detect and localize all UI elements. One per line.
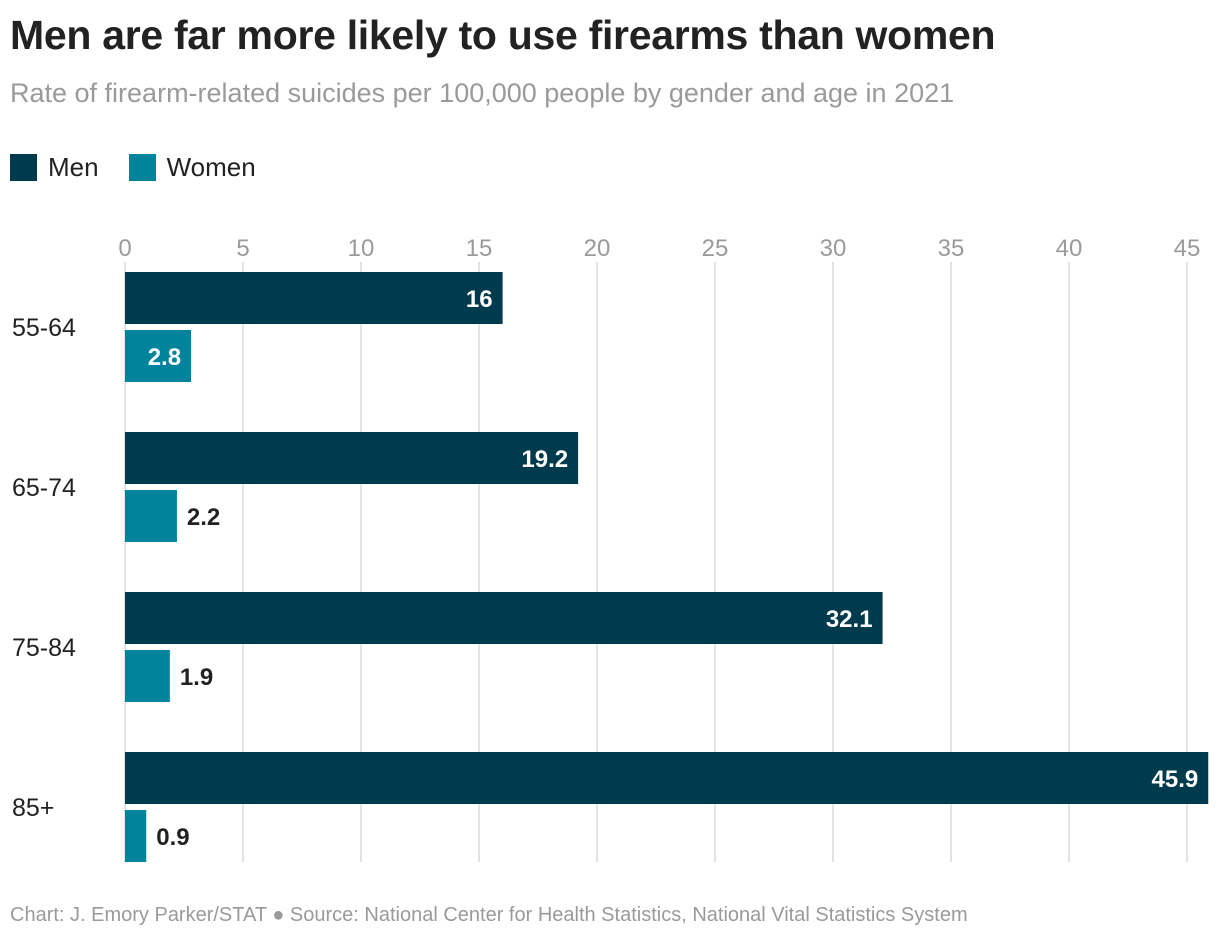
data-label: 45.9: [1152, 766, 1199, 793]
bar-women: [125, 810, 147, 862]
x-tick-label: 5: [236, 235, 249, 262]
bar-women: [125, 330, 192, 382]
x-tick-label: 40: [1056, 235, 1083, 262]
data-label: 16: [466, 286, 493, 313]
legend-item-men: Men: [10, 152, 99, 183]
bar-women: [125, 650, 170, 702]
category-label: 75-84: [12, 634, 76, 662]
data-label: 2.2: [187, 504, 220, 531]
category-label: 65-74: [12, 474, 76, 502]
bar-men: [125, 432, 579, 484]
data-label: 0.9: [156, 824, 189, 851]
data-label: 2.8: [148, 344, 181, 371]
legend-label-women: Women: [166, 152, 256, 182]
x-tick-label: 0: [118, 235, 131, 262]
chart-title: Men are far more likely to use firearms …: [10, 12, 996, 58]
data-label: 1.9: [180, 664, 213, 691]
bar-men: [125, 592, 883, 644]
legend-item-women: Women: [128, 152, 256, 183]
legend-label-men: Men: [48, 152, 99, 182]
chart-subtitle: Rate of firearm-related suicides per 100…: [10, 78, 955, 108]
bar-men: [125, 272, 503, 324]
data-label: 19.2: [521, 446, 568, 473]
legend-swatch-men: [10, 154, 37, 181]
chart-source-credit: Chart: J. Emory Parker/STAT ● Source: Na…: [10, 904, 968, 926]
x-tick-label: 20: [584, 235, 611, 262]
bar-women: [125, 490, 177, 542]
category-label: 55-64: [12, 314, 76, 342]
x-tick-label: 45: [1174, 235, 1201, 262]
legend-swatch-women: [128, 154, 156, 181]
x-tick-label: 35: [938, 235, 965, 262]
bar-chart: 0 5 10 15 20 25 30 35 40 45 55-64 16 2.8 65-74 19.2 2.2…: [12, 235, 1209, 862]
x-tick-label: 30: [820, 235, 847, 262]
data-label: 32.1: [826, 606, 873, 633]
bar-men: [125, 752, 1209, 804]
category-label: 85+: [12, 794, 54, 822]
x-tick-label: 25: [702, 235, 729, 262]
legend: Men Women: [10, 152, 286, 183]
x-tick-label: 10: [348, 235, 375, 262]
x-tick-label: 15: [466, 235, 493, 262]
